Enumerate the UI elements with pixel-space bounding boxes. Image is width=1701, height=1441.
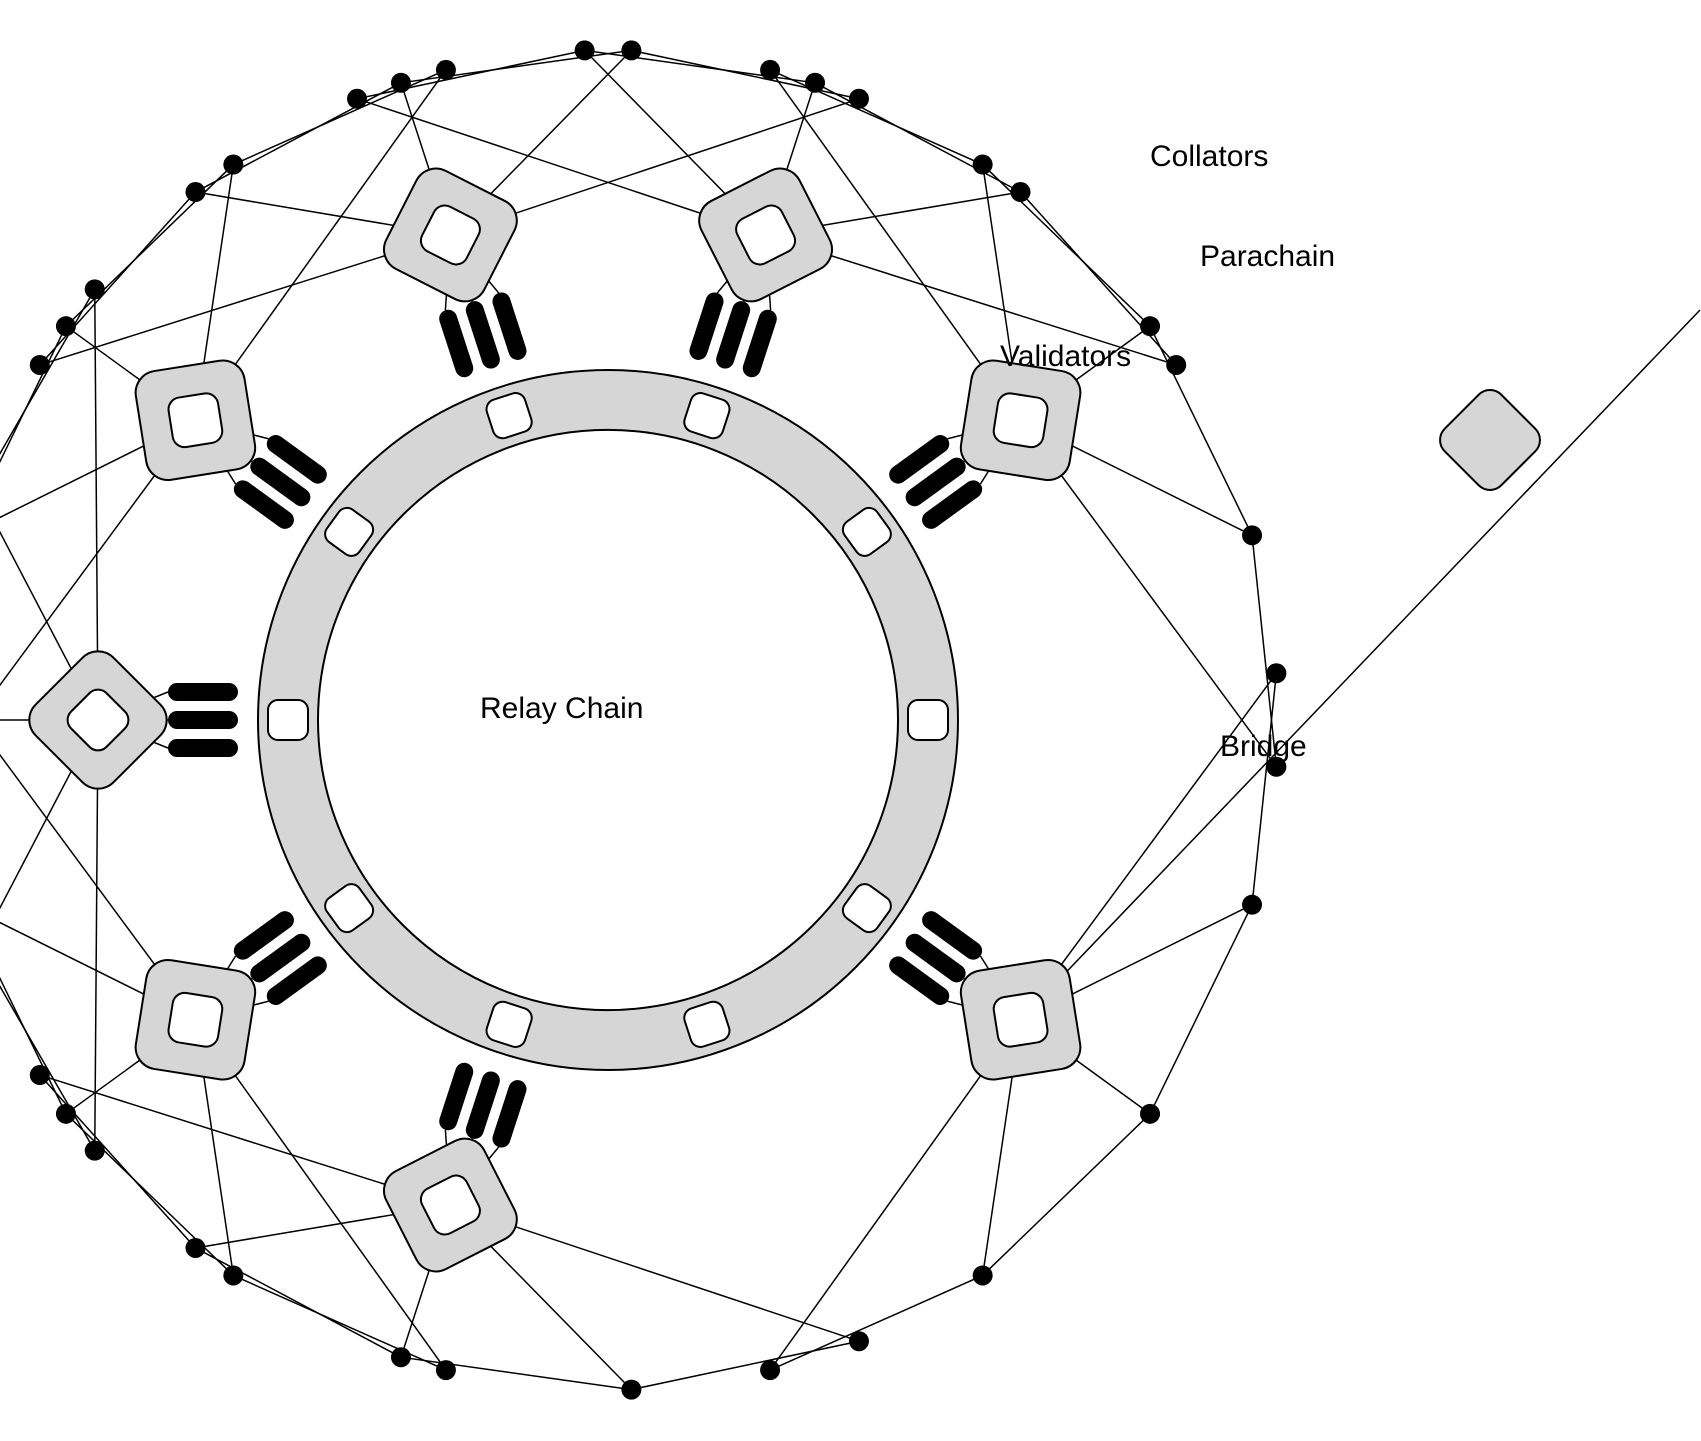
parachain-cluster	[30, 1060, 869, 1399]
polkadot-diagram	[0, 0, 1701, 1441]
bridge-box	[1433, 383, 1546, 496]
label-collators: Collators	[1150, 140, 1268, 174]
label-relay-chain: Relay Chain	[480, 692, 643, 726]
parachain-cluster	[0, 663, 456, 1380]
bridge-line	[1021, 310, 1700, 1020]
parachain-cluster	[0, 60, 456, 777]
label-bridge: Bridge	[1220, 730, 1307, 764]
label-parachain: Parachain	[1200, 240, 1335, 274]
parachain-cluster	[760, 663, 1286, 1380]
label-validators: Validators	[1000, 340, 1131, 374]
